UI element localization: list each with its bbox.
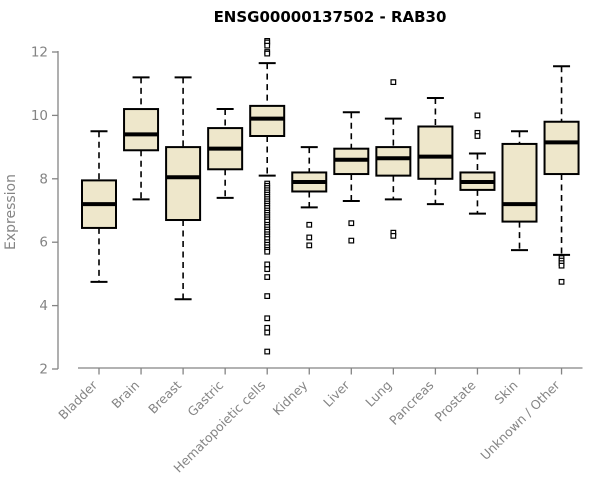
- outlier-point: [264, 266, 271, 273]
- x-category-label: Kidney: [270, 377, 311, 418]
- x-category-label: Pancreas: [386, 378, 436, 428]
- outlier-point: [264, 248, 271, 255]
- y-tick-label: 2: [39, 362, 48, 378]
- y-tick-label: 8: [39, 171, 48, 187]
- x-category-label: Brain: [108, 378, 142, 412]
- outlier-point: [348, 220, 355, 227]
- x-category-label: Prostate: [432, 377, 479, 424]
- x-category-label: Lung: [362, 378, 394, 410]
- outlier-point: [348, 237, 355, 244]
- iqr-box: [543, 120, 580, 176]
- y-tick-label: 4: [39, 298, 48, 314]
- outlier-point: [264, 348, 271, 355]
- outlier-point: [264, 50, 271, 57]
- outlier-point: [558, 262, 565, 269]
- y-tick-label: 6: [39, 235, 48, 251]
- x-category-label: Skin: [491, 378, 520, 407]
- outlier-point: [264, 274, 271, 280]
- x-category-label: Gastric: [184, 377, 226, 419]
- x-category-label: Liver: [320, 377, 353, 410]
- iqr-box: [123, 108, 160, 152]
- outlier-point: [264, 261, 271, 268]
- outlier-point: [306, 242, 313, 249]
- outlier-point: [264, 293, 271, 299]
- outlier-point: [306, 234, 313, 241]
- iqr-box: [249, 104, 286, 138]
- x-category-label: Unknown / Other: [477, 377, 563, 463]
- outlier-point: [264, 329, 271, 336]
- iqr-box: [501, 142, 538, 223]
- iqr-box: [375, 146, 412, 177]
- iqr-box: [165, 146, 202, 222]
- outlier-point: [558, 278, 565, 285]
- x-category-label: Breast: [145, 377, 184, 416]
- outlier-point: [390, 79, 397, 86]
- y-tick-label: 12: [31, 45, 48, 61]
- outlier-point: [264, 315, 271, 322]
- outlier-point: [474, 133, 481, 139]
- iqr-box: [417, 125, 454, 180]
- y-tick-label: 10: [31, 108, 48, 124]
- chart-title: ENSG00000137502 - RAB30: [213, 8, 447, 26]
- outlier-point: [390, 232, 397, 239]
- outlier-point: [264, 42, 271, 49]
- x-category-label: Bladder: [55, 377, 100, 422]
- outlier-point: [306, 221, 313, 228]
- outlier-point: [264, 324, 271, 331]
- outlier-point: [474, 112, 481, 119]
